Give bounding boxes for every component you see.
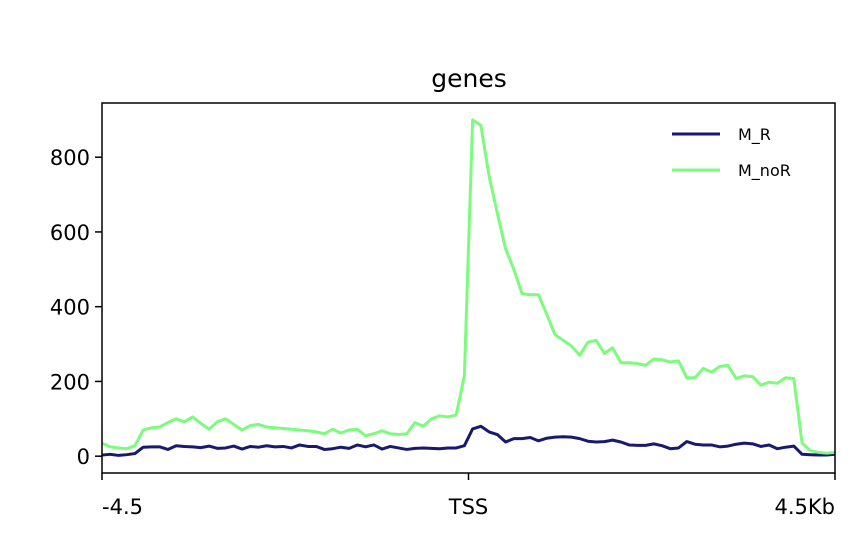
y-tick-label: 800 [50, 146, 90, 170]
series-line-m-nor [101, 118, 836, 455]
series-line-m-r [101, 424, 836, 457]
y-axis: 0 200 400 600 800 [50, 146, 102, 469]
legend-label: M_noR [738, 161, 791, 181]
x-tick-label: 4.5Kb [775, 495, 836, 519]
series-layer [101, 118, 836, 457]
x-axis: -4.5 TSS 4.5Kb [101, 473, 836, 519]
y-tick-label: 200 [50, 370, 90, 394]
chart-title: genes [431, 64, 507, 93]
x-tick-label: -4.5 [102, 495, 143, 519]
y-tick-label: 400 [50, 296, 90, 320]
x-tick-label: TSS [448, 495, 489, 519]
legend: M_R M_noR [672, 125, 791, 181]
y-tick-label: 600 [50, 221, 90, 245]
legend-label: M_R [738, 125, 771, 145]
y-tick-label: 0 [77, 445, 90, 469]
